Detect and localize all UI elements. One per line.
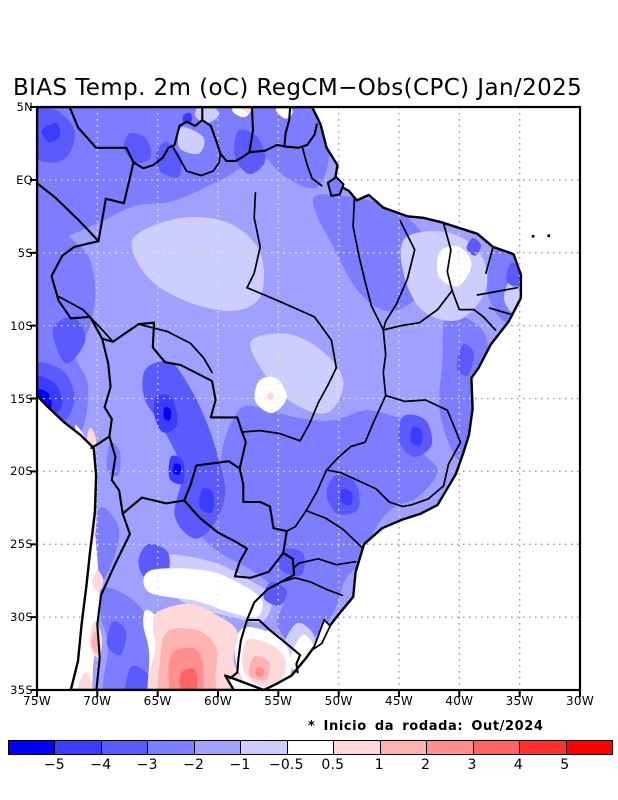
colorbar-cell bbox=[55, 741, 102, 754]
island-dot bbox=[531, 235, 535, 238]
colorbar-cell bbox=[9, 741, 56, 754]
colorbar-tick-label: −3 bbox=[136, 757, 158, 773]
marajo-island bbox=[326, 175, 345, 198]
colorbar-cell bbox=[148, 741, 195, 754]
lat-tick-label: 10S bbox=[10, 318, 33, 333]
lon-tick-label: 35W bbox=[505, 694, 534, 708]
lon-tick-label: 70W bbox=[83, 694, 112, 708]
lon-tick-label: 55W bbox=[264, 694, 293, 708]
lon-tick-label: 75W bbox=[22, 694, 52, 708]
colorbar-tick-label: −1 bbox=[229, 757, 251, 773]
colorbar-tick-label: 4 bbox=[513, 757, 523, 773]
map-plot bbox=[30, 105, 582, 697]
colorbar-tick-label: −4 bbox=[90, 757, 112, 773]
colorbar-tick-label: 1 bbox=[374, 757, 384, 773]
axis-ticks bbox=[30, 106, 581, 697]
lat-tick-label: 20S bbox=[10, 464, 33, 479]
lon-tick-label: 65W bbox=[143, 694, 172, 708]
coastline bbox=[37, 107, 523, 690]
colorbar-cell bbox=[194, 741, 242, 754]
colorbar-cell bbox=[520, 741, 567, 754]
lat-tick-label: EQ bbox=[16, 172, 33, 187]
colorbar-cell bbox=[427, 741, 474, 754]
patos-lagoon bbox=[311, 618, 332, 652]
colorbar-cell bbox=[334, 741, 381, 754]
colorbar-cell bbox=[287, 741, 335, 754]
island-dot bbox=[547, 234, 550, 237]
colorbar-tick-label: −2 bbox=[183, 757, 205, 773]
colorbar-tick-label: −5 bbox=[43, 757, 65, 773]
colorbar-tick-label: 0.5 bbox=[321, 757, 345, 773]
colorbar-tick-label: 5 bbox=[560, 757, 570, 773]
colorbar-cell bbox=[566, 741, 613, 754]
colorbar-tick-label: −0.5 bbox=[268, 757, 304, 773]
lat-tick-label: 35S bbox=[10, 683, 33, 697]
figure-title: BIAS Temp. 2m (oC) RegCM−Obs(CPC) Jan/20… bbox=[13, 75, 583, 101]
lon-tick-label: 30W bbox=[565, 694, 595, 708]
lat-tick-label: 15S bbox=[10, 391, 33, 406]
colorbar-cell bbox=[473, 741, 521, 754]
colorbar-cell bbox=[241, 741, 288, 754]
lon-tick-label: 40W bbox=[445, 694, 474, 708]
lon-tick-label: 50W bbox=[324, 694, 353, 708]
colorbar-cell bbox=[101, 741, 149, 754]
lat-tick-label: 25S bbox=[10, 537, 33, 552]
country-borders bbox=[37, 107, 318, 690]
colorbar bbox=[8, 740, 613, 755]
lon-tick-label: 45W bbox=[384, 694, 414, 708]
colorbar-tick-label: 2 bbox=[421, 757, 431, 773]
lat-tick-label: 30S bbox=[10, 610, 33, 625]
state-borders bbox=[57, 146, 519, 597]
run-start-annotation: * Inicio da rodada: Out/2024 bbox=[308, 719, 544, 734]
colorbar-cell bbox=[380, 741, 428, 754]
lat-tick-label: 5N bbox=[16, 100, 33, 114]
lon-tick-label: 60W bbox=[203, 694, 233, 708]
colorbar-tick-label: 3 bbox=[467, 757, 477, 773]
lat-tick-label: 5S bbox=[17, 245, 33, 260]
